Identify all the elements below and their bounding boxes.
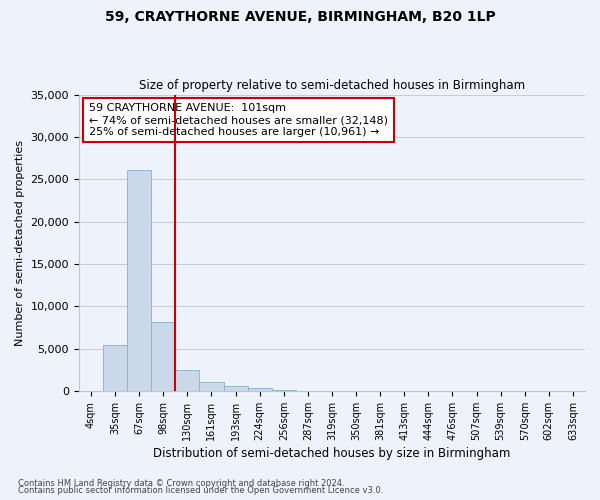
Bar [272,390,296,391]
Bar [248,388,272,391]
Y-axis label: Number of semi-detached properties: Number of semi-detached properties [15,140,25,346]
Bar [127,170,151,391]
Text: 59, CRAYTHORNE AVENUE, BIRMINGHAM, B20 1LP: 59, CRAYTHORNE AVENUE, BIRMINGHAM, B20 1… [104,10,496,24]
Bar [151,322,175,391]
X-axis label: Distribution of semi-detached houses by size in Birmingham: Distribution of semi-detached houses by … [153,447,511,460]
Text: 59 CRAYTHORNE AVENUE:  101sqm
← 74% of semi-detached houses are smaller (32,148): 59 CRAYTHORNE AVENUE: 101sqm ← 74% of se… [89,104,388,136]
Text: Contains HM Land Registry data © Crown copyright and database right 2024.: Contains HM Land Registry data © Crown c… [18,478,344,488]
Bar [224,386,248,391]
Title: Size of property relative to semi-detached houses in Birmingham: Size of property relative to semi-detach… [139,79,525,92]
Bar [199,382,224,391]
Text: Contains public sector information licensed under the Open Government Licence v3: Contains public sector information licen… [18,486,383,495]
Bar [175,370,199,391]
Bar [103,345,127,391]
